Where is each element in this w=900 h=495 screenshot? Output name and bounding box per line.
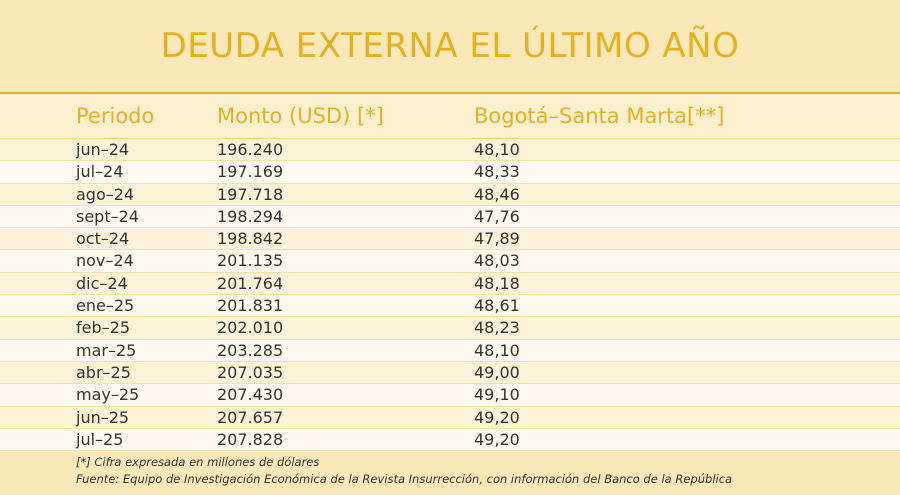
cell-bogota-santa-marta: 49,20 bbox=[474, 429, 520, 449]
header-monto: Monto (USD) [*] bbox=[217, 104, 384, 128]
cell-periodo: ago–24 bbox=[76, 184, 135, 204]
cell-periodo: jul–24 bbox=[76, 162, 124, 182]
cell-periodo: ene–25 bbox=[76, 296, 135, 316]
cell-bogota-santa-marta: 49,10 bbox=[474, 385, 520, 405]
footnote: [*] Cifra expresada en millones de dólar… bbox=[76, 455, 320, 469]
cell-periodo: may–25 bbox=[76, 385, 140, 405]
table-row: dic–24 201.764 48,18 bbox=[0, 272, 900, 296]
header-periodo: Periodo bbox=[76, 104, 155, 128]
cell-bogota-santa-marta: 48,61 bbox=[474, 296, 520, 316]
cell-periodo: dic–24 bbox=[76, 273, 128, 293]
table-row: ago–24 197.718 48,46 bbox=[0, 183, 900, 206]
cell-monto: 207.430 bbox=[217, 385, 284, 405]
cell-bogota-santa-marta: 48,10 bbox=[474, 340, 520, 360]
title-band: DEUDA EXTERNA EL ÚLTIMO AÑO bbox=[0, 0, 900, 92]
cell-monto: 198.842 bbox=[217, 229, 284, 249]
table-row: jun–25 207.657 49,20 bbox=[0, 406, 900, 429]
cell-monto: 201.135 bbox=[217, 251, 284, 271]
cell-periodo: jun–25 bbox=[76, 407, 130, 427]
cell-bogota-santa-marta: 48,10 bbox=[474, 140, 520, 159]
cell-bogota-santa-marta: 48,46 bbox=[474, 184, 520, 204]
header-bogota-santa-marta: Bogotá–Santa Marta[**] bbox=[474, 104, 725, 128]
cell-periodo: feb–25 bbox=[76, 318, 130, 338]
table-row: feb–25 202.010 48,23 bbox=[0, 317, 900, 340]
table-row: abr–25 207.035 49,00 bbox=[0, 361, 900, 385]
cell-bogota-santa-marta: 48,23 bbox=[474, 318, 520, 338]
cell-periodo: mar–25 bbox=[76, 340, 137, 360]
page-title: DEUDA EXTERNA EL ÚLTIMO AÑO bbox=[160, 26, 740, 66]
table-header: Periodo Monto (USD) [*] Bogotá–Santa Mar… bbox=[0, 94, 900, 139]
cell-monto: 207.657 bbox=[217, 407, 284, 427]
cell-periodo: nov–24 bbox=[76, 251, 134, 271]
cell-periodo: sept–24 bbox=[76, 206, 139, 226]
cell-monto: 202.010 bbox=[217, 318, 284, 338]
cell-monto: 201.764 bbox=[217, 273, 284, 293]
cell-bogota-santa-marta: 47,76 bbox=[474, 206, 520, 226]
cell-bogota-santa-marta: 48,18 bbox=[474, 273, 520, 293]
table-row: jun–24 196.240 48,10 bbox=[0, 139, 900, 162]
cell-periodo: abr–25 bbox=[76, 362, 131, 382]
source-note: Fuente: Equipo de Investigación Económic… bbox=[76, 472, 733, 486]
cell-monto: 203.285 bbox=[217, 340, 284, 360]
cell-monto: 201.831 bbox=[217, 296, 284, 316]
table-row: ene–25 201.831 48,61 bbox=[0, 295, 900, 318]
title-divider bbox=[0, 92, 900, 94]
cell-periodo: jun–24 bbox=[76, 140, 130, 159]
table-row: nov–24 201.135 48,03 bbox=[0, 250, 900, 273]
cell-monto: 197.718 bbox=[217, 184, 284, 204]
table-row: jul–25 207.828 49,20 bbox=[0, 428, 900, 452]
cell-bogota-santa-marta: 49,00 bbox=[474, 362, 520, 382]
cell-bogota-santa-marta: 48,33 bbox=[474, 162, 520, 182]
table-row: sept–24 198.294 47,76 bbox=[0, 205, 900, 229]
cell-bogota-santa-marta: 48,03 bbox=[474, 251, 520, 271]
table-row: jul–24 197.169 48,33 bbox=[0, 161, 900, 184]
cell-monto: 197.169 bbox=[217, 162, 284, 182]
cell-monto: 207.035 bbox=[217, 362, 284, 382]
cell-bogota-santa-marta: 49,20 bbox=[474, 407, 520, 427]
debt-table: Periodo Monto (USD) [*] Bogotá–Santa Mar… bbox=[0, 94, 900, 452]
table-row: mar–25 203.285 48,10 bbox=[0, 339, 900, 362]
cell-monto: 198.294 bbox=[217, 206, 284, 226]
cell-monto: 196.240 bbox=[217, 140, 284, 159]
notes: [*] Cifra expresada en millones de dólar… bbox=[76, 454, 896, 488]
cell-bogota-santa-marta: 47,89 bbox=[474, 229, 520, 249]
table-row: oct–24 198.842 47,89 bbox=[0, 228, 900, 251]
cell-periodo: jul–25 bbox=[76, 429, 124, 449]
cell-monto: 207.828 bbox=[217, 429, 284, 449]
table-row: may–25 207.430 49,10 bbox=[0, 384, 900, 407]
cell-periodo: oct–24 bbox=[76, 229, 130, 249]
table-body: jun–24 196.240 48,10 jul–24 197.169 48,33 ago–… bbox=[0, 139, 900, 452]
